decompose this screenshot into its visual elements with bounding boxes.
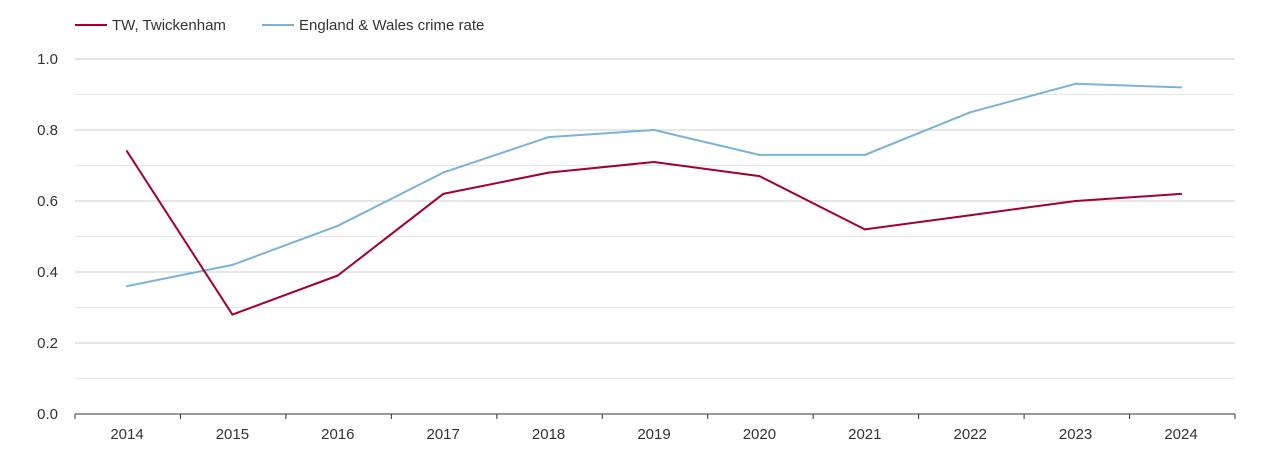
data-point bbox=[547, 171, 550, 174]
x-tick-label: 2024 bbox=[1164, 426, 1197, 443]
x-tick-label: 2021 bbox=[848, 426, 881, 443]
x-tick-label: 2023 bbox=[1059, 426, 1092, 443]
data-point bbox=[653, 129, 655, 131]
y-tick-label: 0.0 bbox=[37, 406, 58, 423]
data-point bbox=[1074, 82, 1077, 85]
x-tick-label: 2019 bbox=[637, 426, 670, 443]
data-point bbox=[231, 313, 234, 316]
data-point bbox=[1180, 192, 1182, 195]
series-line-0 bbox=[126, 150, 1182, 316]
data-point bbox=[442, 171, 445, 174]
x-tick-label: 2017 bbox=[427, 426, 460, 443]
legend-label-1: England & Wales crime rate bbox=[299, 17, 484, 34]
legend-label-0: TW, Twickenham bbox=[112, 17, 226, 34]
x-tick-label: 2020 bbox=[743, 426, 776, 443]
y-axis: 0.0 0.2 0.4 0.6 0.8 1.0 bbox=[37, 51, 58, 423]
data-point bbox=[758, 175, 761, 178]
x-tick-label: 2018 bbox=[532, 426, 565, 443]
data-point bbox=[863, 153, 866, 156]
y-tick-label: 0.4 bbox=[37, 264, 58, 281]
y-tick-label: 0.6 bbox=[37, 193, 58, 210]
y-tick-label: 0.8 bbox=[37, 122, 58, 139]
x-tick-label: 2022 bbox=[954, 426, 987, 443]
data-point bbox=[863, 228, 866, 231]
x-axis: 2014 2015 2016 2017 2018 2019 2020 2021 2022 2023… bbox=[74, 413, 1236, 443]
x-tick-label: 2016 bbox=[321, 426, 354, 443]
x-tick-label: 2014 bbox=[110, 426, 143, 443]
series-line-1 bbox=[126, 82, 1182, 288]
data-point bbox=[758, 153, 761, 156]
data-point bbox=[231, 263, 234, 266]
grid bbox=[75, 58, 1235, 379]
data-point bbox=[336, 224, 339, 227]
data-point bbox=[1180, 86, 1182, 89]
series-layer bbox=[126, 82, 1182, 316]
data-point bbox=[126, 285, 128, 288]
data-point bbox=[1074, 200, 1077, 202]
data-point bbox=[442, 192, 445, 195]
data-point bbox=[653, 160, 655, 163]
data-point bbox=[969, 111, 972, 114]
data-point bbox=[547, 136, 550, 139]
y-tick-label: 1.0 bbox=[37, 51, 58, 68]
data-point bbox=[969, 214, 972, 217]
y-tick-label: 0.2 bbox=[37, 335, 58, 352]
legend: TW, Twickenham England & Wales crime rate bbox=[75, 17, 484, 34]
data-point bbox=[336, 274, 339, 277]
x-tick-label: 2015 bbox=[216, 426, 249, 443]
data-point bbox=[126, 150, 128, 153]
